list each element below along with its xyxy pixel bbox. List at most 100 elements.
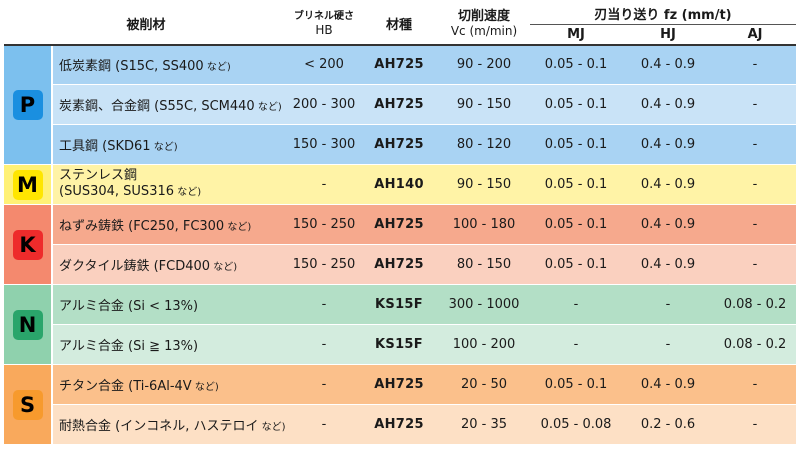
table-row: アルミ合金 (Si ≧ 13%) - KS15F 100 - 200 - - 0…	[4, 324, 797, 365]
header-speed: 切削速度 Vc (m/min)	[438, 4, 531, 46]
feed-hj-value: 0.4 - 0.9	[622, 364, 715, 405]
feed-mj-value: 0.05 - 0.1	[530, 364, 623, 405]
material-name: ステンレス鋼 (SUS304, SUS316 など)	[52, 164, 289, 205]
speed-value: 80 - 120	[438, 124, 531, 165]
feed-aj-value: -	[714, 124, 797, 165]
table-body: P 低炭素鋼 (S15C, SS400 など) < 200 AH725 90 -…	[4, 44, 797, 445]
grade-value: AH725	[360, 244, 439, 285]
hardness-value: -	[288, 164, 361, 205]
feed-aj-value: -	[714, 364, 797, 405]
hardness-value: 150 - 250	[288, 204, 361, 245]
feed-mj-value: 0.05 - 0.1	[530, 244, 623, 285]
group-cell-p: P	[4, 44, 53, 165]
speed-value: 300 - 1000	[438, 284, 531, 325]
iso-m-badge: M	[12, 169, 43, 200]
material-name: ねずみ鋳鉄 (FC250, FC300 など)	[52, 204, 289, 245]
speed-value: 90 - 200	[438, 44, 531, 85]
material-name: アルミ合金 (Si ≧ 13%)	[52, 324, 289, 365]
header-grade: 材種	[360, 4, 439, 46]
material-name: 工具鋼 (SKD61 など)	[52, 124, 289, 165]
group-cell-n: N	[4, 284, 53, 365]
feed-aj-value: -	[714, 164, 797, 205]
feed-mj-value: 0.05 - 0.1	[530, 84, 623, 125]
header-hardness-label: ブリネル硬さ	[294, 10, 355, 22]
header-feed: 刃当り送り fz (mm/t)	[530, 4, 797, 25]
grade-value: AH725	[360, 364, 439, 405]
feed-aj-value: -	[714, 404, 797, 445]
iso-s-badge: S	[12, 389, 43, 420]
feed-mj-value: -	[530, 324, 623, 365]
speed-value: 80 - 150	[438, 244, 531, 285]
table-row: 炭素鋼、合金鋼 (S55C, SCM440 など) 200 - 300 AH72…	[4, 84, 797, 125]
feed-mj-value: -	[530, 284, 623, 325]
iso-n-badge: N	[12, 309, 43, 340]
grade-value: AH140	[360, 164, 439, 205]
header-feed-hj: HJ	[622, 24, 715, 46]
speed-value: 100 - 200	[438, 324, 531, 365]
cutting-conditions-table: 被削材 ブリネル硬さ HB 材種 切削速度 Vc (m/min) 刃当り送り f…	[4, 4, 797, 445]
hardness-value: < 200	[288, 44, 361, 85]
feed-mj-value: 0.05 - 0.1	[530, 164, 623, 205]
feed-aj-value: -	[714, 244, 797, 285]
hardness-value: 200 - 300	[288, 84, 361, 125]
header-feed-aj: AJ	[714, 24, 797, 46]
hardness-value: -	[288, 324, 361, 365]
feed-mj-value: 0.05 - 0.08	[530, 404, 623, 445]
feed-hj-value: 0.2 - 0.6	[622, 404, 715, 445]
table-header: 被削材 ブリネル硬さ HB 材種 切削速度 Vc (m/min) 刃当り送り f…	[4, 4, 797, 46]
material-name: 低炭素鋼 (S15C, SS400 など)	[52, 44, 289, 85]
feed-hj-value: -	[622, 284, 715, 325]
feed-mj-value: 0.05 - 0.1	[530, 44, 623, 85]
feed-hj-value: -	[622, 324, 715, 365]
feed-aj-value: -	[714, 204, 797, 245]
header-feed-mj: MJ	[530, 24, 623, 46]
feed-hj-value: 0.4 - 0.9	[622, 44, 715, 85]
header-speed-label: 切削速度	[458, 9, 511, 25]
iso-k-badge: K	[12, 229, 43, 260]
table-row: 工具鋼 (SKD61 など) 150 - 300 AH725 80 - 120 …	[4, 124, 797, 165]
header-hardness-unit: HB	[315, 22, 333, 37]
hardness-value: 150 - 250	[288, 244, 361, 285]
material-name: 炭素鋼、合金鋼 (S55C, SCM440 など)	[52, 84, 289, 125]
hardness-value: -	[288, 364, 361, 405]
material-name: アルミ合金 (Si < 13%)	[52, 284, 289, 325]
hardness-value: 150 - 300	[288, 124, 361, 165]
hardness-value: -	[288, 404, 361, 445]
table-row: K ねずみ鋳鉄 (FC250, FC300 など) 150 - 250 AH72…	[4, 204, 797, 285]
speed-value: 90 - 150	[438, 164, 531, 205]
speed-value: 100 - 180	[438, 204, 531, 245]
speed-value: 90 - 150	[438, 84, 531, 125]
feed-aj-value: 0.08 - 0.2	[714, 324, 797, 365]
feed-mj-value: 0.05 - 0.1	[530, 124, 623, 165]
table-row: S チタン合金 (Ti-6Al-4V など) - AH725 20 - 50 0…	[4, 364, 797, 445]
grade-value: AH725	[360, 124, 439, 165]
grade-value: KS15F	[360, 324, 439, 365]
speed-value: 20 - 35	[438, 404, 531, 445]
speed-value: 20 - 50	[438, 364, 531, 405]
feed-hj-value: 0.4 - 0.9	[622, 164, 715, 205]
feed-aj-value: -	[714, 44, 797, 85]
feed-mj-value: 0.05 - 0.1	[530, 204, 623, 245]
grade-value: KS15F	[360, 284, 439, 325]
group-cell-k: K	[4, 204, 53, 285]
header-hardness: ブリネル硬さ HB	[288, 4, 361, 46]
feed-hj-value: 0.4 - 0.9	[622, 124, 715, 165]
iso-p-badge: P	[12, 89, 43, 120]
grade-value: AH725	[360, 84, 439, 125]
grade-value: AH725	[360, 204, 439, 245]
table-row: N アルミ合金 (Si < 13%) - KS15F 300 - 1000 - …	[4, 284, 797, 365]
table-row: M ステンレス鋼 (SUS304, SUS316 など) - AH140 90 …	[4, 164, 797, 205]
feed-hj-value: 0.4 - 0.9	[622, 244, 715, 285]
material-name: ダクタイル鋳鉄 (FCD400 など)	[52, 244, 289, 285]
header-speed-unit: Vc (m/min)	[450, 24, 518, 39]
feed-hj-value: 0.4 - 0.9	[622, 204, 715, 245]
table-row: ダクタイル鋳鉄 (FCD400 など) 150 - 250 AH725 80 -…	[4, 244, 797, 285]
group-cell-s: S	[4, 364, 53, 445]
header-material: 被削材	[4, 4, 289, 46]
material-name: 耐熱合金 (インコネル, ハステロイ など)	[52, 404, 289, 445]
grade-value: AH725	[360, 44, 439, 85]
feed-aj-value: 0.08 - 0.2	[714, 284, 797, 325]
group-cell-m: M	[4, 164, 53, 205]
material-name: チタン合金 (Ti-6Al-4V など)	[52, 364, 289, 405]
